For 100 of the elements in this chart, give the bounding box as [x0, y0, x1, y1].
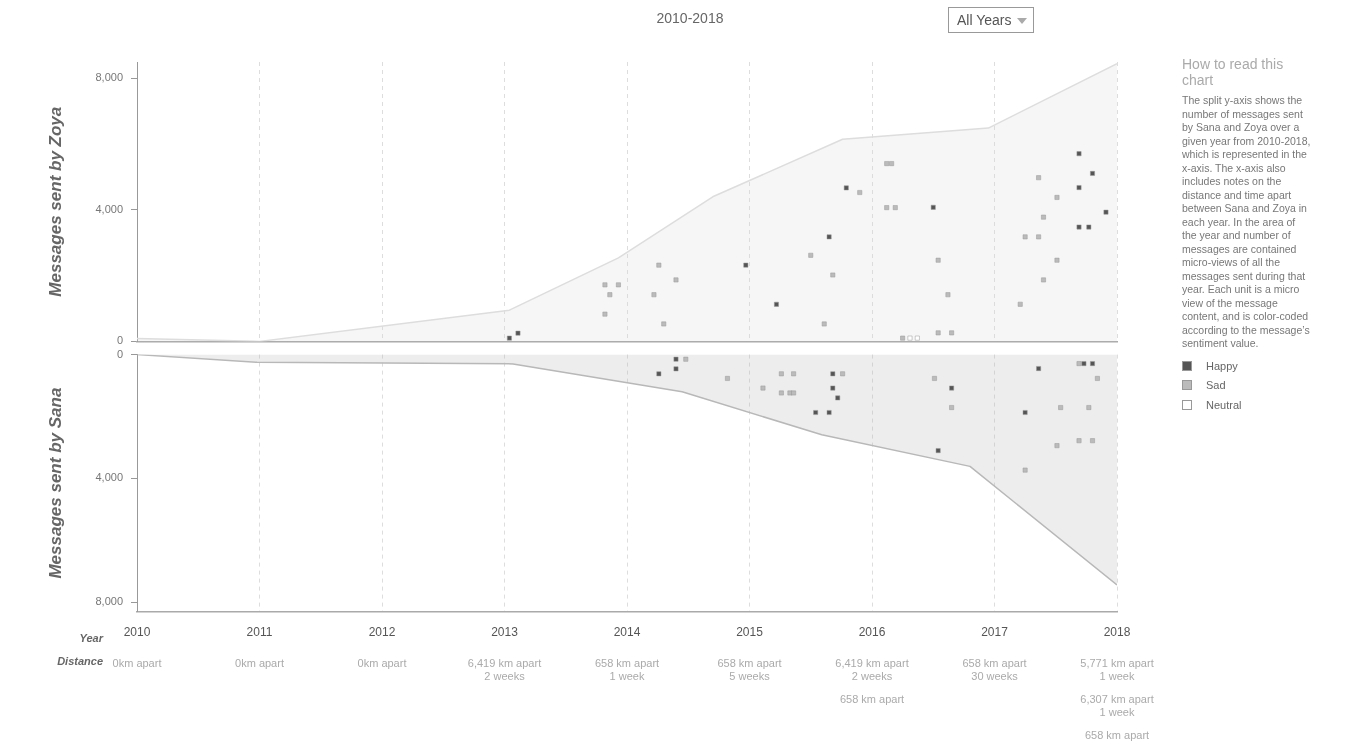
point: [1081, 361, 1087, 366]
point: [616, 282, 621, 288]
point: [656, 262, 662, 268]
point: [1036, 175, 1041, 181]
y-tick-label: 0: [116, 347, 123, 360]
point: [602, 282, 608, 288]
y-tick-label: 8,000: [95, 595, 123, 608]
x-axis-title: Year: [79, 631, 104, 644]
text: 5,771 km apart 1 week 6,307 km apart 1 week 658 km apart: [1080, 656, 1154, 741]
point: [1090, 171, 1095, 176]
point: [808, 252, 814, 258]
point: [656, 371, 662, 377]
point: [1076, 361, 1082, 366]
point: [673, 356, 679, 362]
point: [1054, 195, 1060, 200]
point: [1022, 467, 1028, 473]
point: [884, 161, 890, 166]
point: [607, 292, 613, 298]
point: [826, 234, 832, 240]
point: [930, 204, 936, 210]
x-tick-label: 2010: [123, 625, 151, 640]
point: [1054, 257, 1060, 263]
text: 0km apart: [235, 656, 284, 669]
point: [1076, 438, 1082, 444]
text: 0km apart: [112, 656, 162, 669]
x-tick-label: 2014: [613, 625, 641, 640]
text: How to read this chart: [1182, 56, 1285, 88]
point: [791, 390, 796, 396]
point: [1086, 405, 1092, 410]
y-tick-label: 0: [116, 334, 123, 347]
point: [791, 371, 796, 377]
point: [821, 321, 827, 327]
legend-label: Neutral: [1206, 398, 1242, 411]
point: [826, 410, 832, 415]
point: [884, 205, 890, 210]
point: [651, 292, 657, 298]
point: [1017, 301, 1023, 307]
text: 658 km apart 5 weeks: [717, 656, 782, 682]
point: [774, 301, 779, 307]
y-axis-title: Messages sent by Sana: [45, 387, 65, 579]
text: The split y-axis shows the number of messages sent by Sana and Zoya over a given year from 2010-2018, which is represented in the x-axis. The x-axis also includes notes on the distance and time apart between Sana and Zoya in each year. In the area of the year and number of messages are contained micro-views of all the messages sent during that year. Each unit is a micro view of the message content, and is color-coded according to the message’s sentiment value.: [1182, 94, 1311, 349]
point: [1076, 185, 1082, 190]
x-tick-label: 2013: [491, 625, 519, 640]
text: 6,419 km apart 2 weeks 658 km apart: [835, 656, 909, 705]
point: [778, 371, 784, 377]
point: [725, 376, 730, 381]
point: [914, 335, 920, 341]
point: [515, 330, 521, 336]
x-tick-label: 2012: [368, 625, 396, 640]
point: [1041, 277, 1046, 283]
point: [843, 185, 849, 191]
point: [949, 405, 954, 410]
text: All Years: [957, 12, 1012, 28]
x-tick-label: 2017: [981, 625, 1009, 640]
point: [743, 262, 749, 268]
point: [1022, 410, 1028, 415]
point: [778, 390, 784, 396]
point: [1054, 443, 1060, 449]
point: [1036, 366, 1041, 371]
x-tick-label: 2016: [858, 625, 886, 640]
point: [1076, 224, 1082, 230]
legend-label: Sad: [1206, 379, 1226, 392]
y-tick-label: 4,000: [95, 471, 123, 484]
point: [760, 385, 766, 391]
y-tick-label: 8,000: [95, 71, 123, 84]
point: [683, 356, 689, 362]
point: [1036, 234, 1041, 240]
point: [673, 366, 679, 372]
point: [935, 448, 941, 453]
point: [949, 385, 954, 391]
point: [830, 272, 836, 278]
y-tick-label: 4,000: [95, 202, 123, 215]
point: [813, 410, 819, 415]
x-tick-label: 2015: [736, 625, 764, 640]
text: 6,419 km apart 2 weeks: [467, 656, 542, 682]
point: [830, 385, 836, 391]
point: [1090, 361, 1095, 366]
point: [1041, 214, 1046, 220]
text: Distance: [57, 654, 103, 667]
point: [840, 371, 845, 377]
point: [1076, 151, 1082, 157]
point: [935, 330, 941, 336]
point: [1103, 209, 1109, 215]
point: [507, 335, 512, 341]
x-tick-label: 2011: [246, 625, 273, 640]
chart-title: 2010-2018: [655, 10, 725, 26]
point: [892, 205, 898, 210]
point: [830, 371, 836, 377]
point: [602, 311, 608, 317]
point: [889, 161, 894, 166]
text: 658 km apart 1 week: [594, 656, 660, 682]
y-axis-title: Messages sent by Zoya: [45, 106, 65, 297]
point: [932, 376, 937, 381]
point: [949, 330, 954, 336]
x-tick-label: 2018: [1103, 625, 1131, 640]
legend-label: Happy: [1206, 359, 1238, 372]
point: [900, 335, 905, 341]
text: 658 km apart 30 weeks: [962, 656, 1027, 682]
point: [1090, 438, 1095, 444]
point: [1058, 405, 1064, 410]
